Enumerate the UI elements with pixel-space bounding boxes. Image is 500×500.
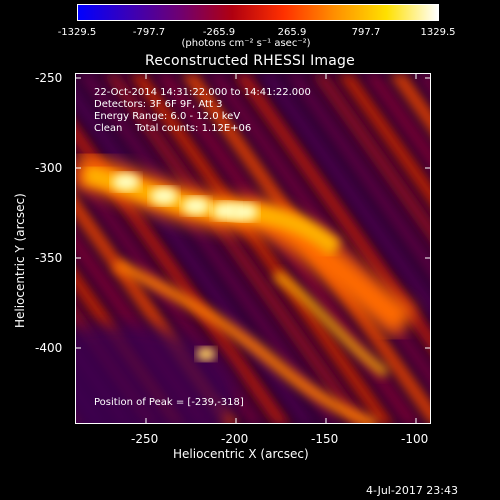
x-tick-label: -150	[311, 432, 339, 446]
y-tick-label: -350	[35, 251, 63, 265]
x-tick-label: -100	[401, 432, 429, 446]
x-axis-title: Heliocentric X (arcsec)	[173, 447, 309, 461]
rhessi-image	[75, 73, 431, 424]
detectors-label: Detectors: 3F 6F 9F, Att 3	[94, 99, 223, 110]
x-tick-label: -200	[221, 432, 249, 446]
colorbar-tick: 265.9	[277, 27, 307, 38]
heatmap-canvas	[76, 74, 430, 423]
y-tick-label: -300	[35, 161, 63, 175]
colorbar-tick: -1329.5	[57, 27, 97, 38]
colorbar-tick: 1329.5	[420, 27, 456, 38]
clean-counts-label: Clean Total counts: 1.12E+06	[94, 123, 252, 134]
image-title: Reconstructed RHESSI Image	[145, 53, 355, 69]
generation-timestamp: 4-Jul-2017 23:43	[366, 484, 459, 497]
energy-range-label: Energy Range: 6.0 - 12.0 keV	[94, 111, 241, 122]
x-tick-label: -250	[131, 432, 159, 446]
colorbar-tick: 797.7	[351, 27, 381, 38]
y-tick-label: -250	[35, 71, 63, 85]
y-axis-title: Heliocentric Y (arcsec)	[13, 193, 27, 328]
y-tick-label: -400	[35, 341, 63, 355]
obs-time-label: 22-Oct-2014 14:31:22.000 to 14:41:22.000	[94, 87, 311, 98]
colorbar-tick: -265.9	[202, 27, 236, 38]
colorbar-tick: -797.7	[132, 27, 166, 38]
colorbar-unit: (photons cm⁻² s⁻¹ asec⁻²)	[181, 38, 311, 49]
colorbar	[77, 4, 439, 21]
peak-position-label: Position of Peak = [-239,-318]	[94, 397, 244, 408]
